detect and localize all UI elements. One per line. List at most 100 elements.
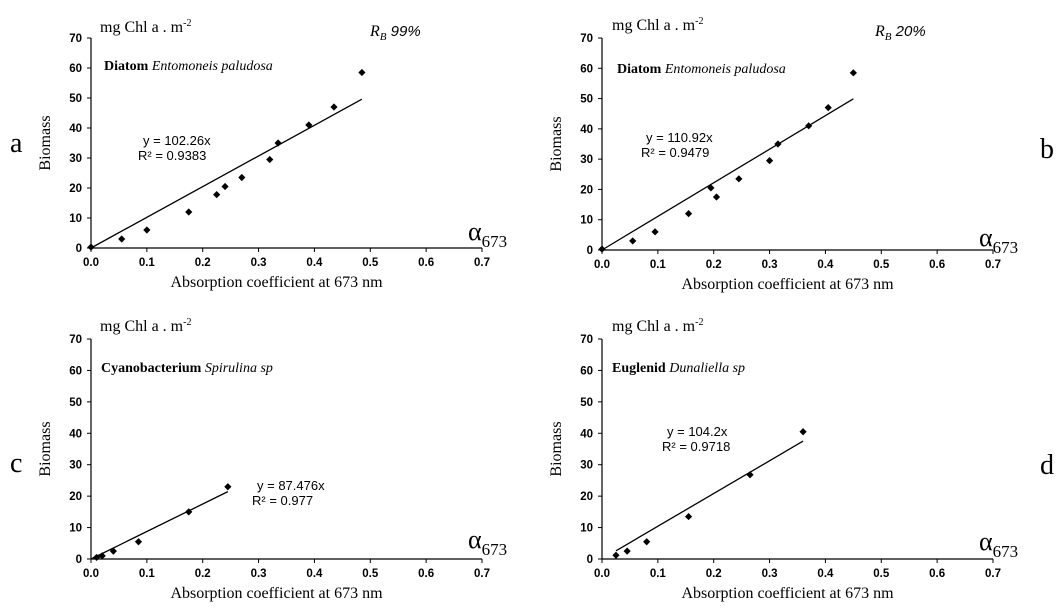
x-tick-label: 0.7 — [985, 568, 1001, 580]
species-label: Cyanobacterium Spirulina sp — [101, 361, 273, 376]
data-point — [774, 140, 782, 148]
x-tick-label: 0.1 — [139, 568, 156, 580]
y-axis-title: Biomass — [37, 115, 54, 170]
fit-equation: y = 102.26x — [143, 133, 211, 148]
x-tick-label: 0.2 — [195, 568, 211, 580]
y-axis-title: Biomass — [548, 116, 565, 171]
data-point — [643, 538, 651, 546]
alpha-subscript: 673 — [993, 542, 1019, 561]
x-tick-label: 0.7 — [474, 568, 490, 580]
y-tick-label: 50 — [69, 93, 82, 105]
data-point — [707, 184, 715, 192]
x-tick-label: 0.3 — [762, 259, 778, 271]
data-point — [746, 471, 754, 479]
data-point — [134, 538, 143, 546]
x-axis-title: Absorption coefficient at 673 nm — [681, 585, 894, 602]
x-tick-label: 0.0 — [594, 259, 610, 271]
species-label: Diatom Entomoneis paludosa — [617, 62, 786, 77]
panel-letter: d — [1040, 450, 1054, 481]
x-tick-label: 0.3 — [251, 257, 267, 269]
rb-label: RB 99% — [369, 23, 421, 43]
alpha-symbol: α — [979, 527, 993, 556]
regression-line — [90, 491, 229, 560]
data-point — [623, 547, 631, 555]
x-tick-label: 0.1 — [650, 568, 667, 580]
x-tick-label: 0.4 — [306, 257, 323, 269]
species-name: Spirulina sp — [201, 361, 273, 376]
x-tick-label: 0.0 — [83, 257, 99, 269]
data-point — [143, 226, 151, 234]
rb-value: 99% — [387, 23, 421, 40]
species-name: Entomoneis paludosa — [661, 62, 785, 77]
x-tick-label: 0.7 — [985, 259, 1001, 271]
unit-text: mg Chl a . m — [100, 318, 184, 335]
unit-exponent: -2 — [695, 16, 703, 27]
x-axis-title: Absorption coefficient at 673 nm — [681, 276, 894, 293]
y-tick-label: 70 — [69, 33, 82, 45]
data-point — [98, 552, 106, 560]
y-tick-label: 10 — [580, 215, 593, 227]
y-tick-label: 60 — [580, 365, 593, 377]
y-tick-label: 40 — [580, 428, 593, 440]
unit-label: mg Chl a . m-2 — [100, 317, 191, 335]
y-tick-label: 20 — [69, 183, 82, 195]
x-tick-label: 0.6 — [418, 568, 434, 580]
data-point — [221, 182, 229, 191]
y-tick-label: 0 — [587, 245, 593, 257]
group-name: Diatom — [104, 59, 149, 74]
alpha-symbol: α — [979, 223, 993, 252]
y-tick-label: 40 — [69, 123, 82, 135]
data-point — [118, 235, 126, 243]
data-point — [213, 191, 221, 199]
data-point — [185, 208, 193, 216]
fit-equation: y = 110.92x — [646, 130, 713, 145]
unit-exponent: -2 — [183, 18, 191, 29]
data-point — [684, 512, 693, 521]
panel-d: 0 10 20 30 40 50 60 70 0.0 0.1 0.2 0.3 0.4 0.5 0.6 0.7 A… — [548, 317, 1054, 602]
y-tick-label: 10 — [580, 523, 593, 535]
fit-r2: R² = 0.9479 — [641, 145, 709, 160]
y-tick-label: 60 — [580, 63, 593, 75]
y-tick-label: 50 — [69, 397, 82, 409]
alpha-subscript: 673 — [482, 232, 508, 251]
x-tick-label: 0.7 — [474, 257, 490, 269]
y-tick-label: 30 — [580, 460, 593, 472]
y-axis-title: Biomass — [37, 421, 54, 476]
y-tick-label: 10 — [69, 213, 82, 225]
x-tick-label: 0.0 — [83, 568, 99, 580]
data-point — [684, 210, 693, 218]
x-tick-label: 0.5 — [873, 568, 890, 580]
rb-label: RB 20% — [874, 23, 926, 43]
alpha-subscript: 673 — [482, 540, 508, 559]
panel-c: 0 10 20 30 40 50 60 70 0.0 0.1 0.2 0.3 0.4 0.5 0.6 0.7 A… — [10, 317, 507, 602]
species-label: Diatom Entomoneis paludosa — [104, 59, 273, 74]
y-tick-label: 70 — [69, 334, 82, 346]
y-tick-label: 30 — [69, 460, 82, 472]
y-tick-label: 30 — [69, 153, 82, 165]
x-tick-label: 0.1 — [650, 259, 667, 271]
panel-letter: c — [10, 448, 22, 479]
alpha-label: α673 — [468, 525, 507, 559]
x-tick-label: 0.3 — [251, 568, 267, 580]
y-tick-label: 20 — [580, 491, 593, 503]
data-point — [612, 551, 620, 559]
y-tick-label: 50 — [580, 397, 593, 409]
x-tick-label: 0.2 — [706, 259, 722, 271]
fit-r2: R² = 0.9718 — [662, 439, 730, 454]
panel-letter: b — [1040, 134, 1054, 165]
data-point — [224, 483, 232, 491]
x-tick-label: 0.6 — [418, 257, 434, 269]
regression-line — [90, 98, 363, 249]
x-tick-label: 0.5 — [873, 259, 890, 271]
data-point — [651, 228, 659, 236]
data-point — [238, 173, 246, 182]
group-name: Diatom — [617, 62, 662, 77]
y-tick-label: 40 — [580, 124, 593, 136]
unit-text: mg Chl a . m — [612, 318, 696, 335]
fit-r2: R² = 0.9383 — [138, 148, 206, 163]
x-tick-label: 0.4 — [817, 568, 834, 580]
x-axis-title: Absorption coefficient at 673 nm — [170, 274, 383, 291]
unit-label: mg Chl a . m-2 — [612, 16, 703, 34]
species-name: Dunaliella sp — [666, 361, 745, 376]
